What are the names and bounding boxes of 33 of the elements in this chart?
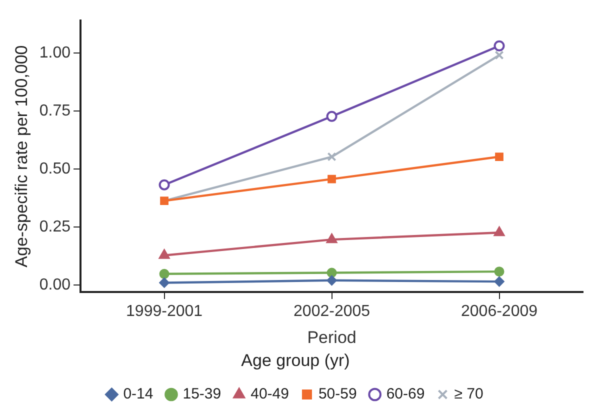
y-tick-label: 0.50 <box>39 160 71 178</box>
point <box>326 275 337 286</box>
legend-label: 40-49 <box>250 386 289 403</box>
legend-label: 15-39 <box>182 386 222 403</box>
point <box>494 276 504 287</box>
point <box>158 179 170 190</box>
point <box>159 268 170 279</box>
point <box>495 152 504 161</box>
point <box>494 50 504 60</box>
point <box>158 249 170 259</box>
point <box>326 110 338 122</box>
legend-title: Age group (yr) <box>241 350 350 370</box>
y-axis-title: Age-specific rate per 100,000 <box>12 45 31 268</box>
legend-label: 0-14 <box>123 386 154 403</box>
x-tick-label: 2006-2009 <box>461 303 538 320</box>
legend-label: ≥ 70 <box>454 386 484 403</box>
point <box>326 234 338 244</box>
point <box>327 152 336 162</box>
y-tick-label: 0.00 <box>39 276 71 294</box>
legend-label: 50-59 <box>318 386 357 403</box>
legend-label: 60-69 <box>386 386 425 403</box>
point <box>159 278 170 288</box>
y-tick-label: 0.75 <box>39 102 71 120</box>
point <box>328 174 336 184</box>
x-tick-label: 2002-2005 <box>294 303 370 320</box>
x-axis-title: Period <box>307 328 356 348</box>
y-tick-label: 1.00 <box>39 44 71 62</box>
point <box>494 226 505 236</box>
point <box>494 40 505 52</box>
y-tick-label: 0.25 <box>39 218 71 236</box>
point <box>494 266 504 277</box>
x-tick-label: 1999-2001 <box>126 303 203 320</box>
point <box>326 268 337 278</box>
